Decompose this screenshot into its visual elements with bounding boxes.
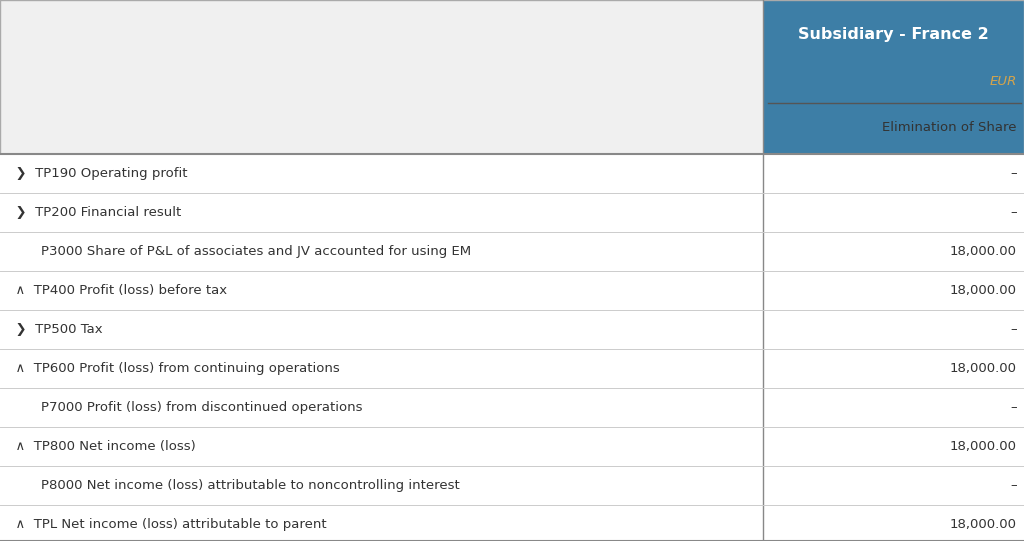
Text: –: – [1011,206,1017,219]
Text: ∧  TP400 Profit (loss) before tax: ∧ TP400 Profit (loss) before tax [7,284,227,297]
Bar [0,154,1024,193]
Text: ∧  TPL Net income (loss) attributable to parent: ∧ TPL Net income (loss) attributable to … [7,518,327,531]
Bar [0,349,1024,388]
Text: 18,000.00: 18,000.00 [950,284,1017,297]
Text: P7000 Profit (loss) from discontinued operations: P7000 Profit (loss) from discontinued op… [7,401,362,414]
Text: 18,000.00: 18,000.00 [950,245,1017,258]
Bar [0,232,1024,271]
Text: P8000 Net income (loss) attributable to noncontrolling interest: P8000 Net income (loss) attributable to … [7,479,460,492]
Bar [0,427,1024,466]
Text: EUR: EUR [989,75,1017,88]
Text: –: – [1011,401,1017,414]
Bar [763,0,1024,154]
Text: 18,000.00: 18,000.00 [950,440,1017,453]
Text: 18,000.00: 18,000.00 [950,362,1017,375]
Text: ❯  TP500 Tax: ❯ TP500 Tax [7,323,102,336]
Text: –: – [1011,323,1017,336]
Text: –: – [1011,479,1017,492]
Text: ∧  TP600 Profit (loss) from continuing operations: ∧ TP600 Profit (loss) from continuing op… [7,362,340,375]
Text: Subsidiary - France 2: Subsidiary - France 2 [798,27,989,42]
Bar [0,466,1024,505]
Text: ∧  TP800 Net income (loss): ∧ TP800 Net income (loss) [7,440,196,453]
Text: –: – [1011,167,1017,180]
Text: P3000 Share of P&L of associates and JV accounted for using EM: P3000 Share of P&L of associates and JV … [7,245,471,258]
Text: ❯  TP190 Operating profit: ❯ TP190 Operating profit [7,167,187,180]
Text: ❯  TP200 Financial result: ❯ TP200 Financial result [7,206,181,219]
Bar [0,505,1024,541]
Bar [0,0,763,154]
Text: 18,000.00: 18,000.00 [950,518,1017,531]
Bar [0,271,1024,310]
Bar [0,193,1024,232]
Text: Elimination of Share: Elimination of Share [883,121,1017,134]
Bar [0,388,1024,427]
Bar [0,310,1024,349]
